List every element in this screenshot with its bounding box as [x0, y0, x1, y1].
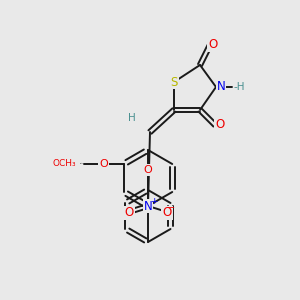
- Text: +: +: [150, 196, 158, 206]
- Text: N: N: [144, 200, 152, 212]
- Text: O: O: [208, 38, 217, 52]
- Text: H: H: [128, 113, 136, 123]
- Text: −: −: [167, 203, 175, 213]
- Text: O: O: [162, 206, 172, 220]
- Text: O: O: [124, 206, 134, 220]
- Text: OCH₃: OCH₃: [52, 160, 76, 169]
- Text: O: O: [99, 159, 108, 169]
- Text: O: O: [144, 165, 152, 175]
- Text: N: N: [217, 80, 225, 94]
- Text: S: S: [170, 76, 178, 88]
- Text: methoxy: methoxy: [80, 163, 86, 164]
- Text: O: O: [215, 118, 225, 131]
- Text: -H: -H: [234, 82, 245, 92]
